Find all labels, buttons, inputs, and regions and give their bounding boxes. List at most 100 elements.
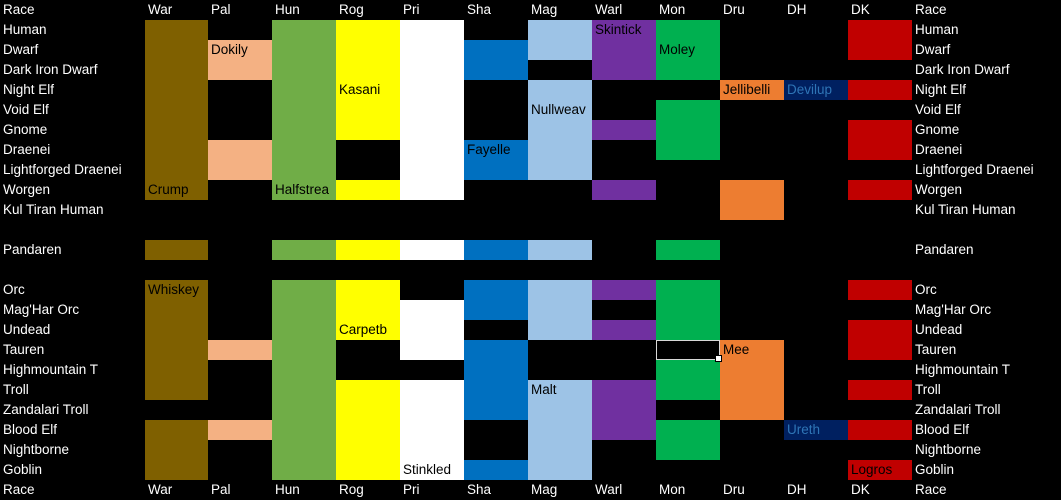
race-label-right[interactable]	[912, 220, 1061, 240]
race-label-right[interactable]: Nightborne	[915, 442, 982, 457]
race-label-left[interactable]: Zandalari Troll	[3, 402, 89, 417]
class-race-cell-war[interactable]	[145, 360, 208, 380]
class-race-cell-sha[interactable]	[464, 160, 528, 180]
class-race-cell-mag[interactable]	[528, 240, 592, 260]
class-race-cell-war[interactable]	[145, 300, 208, 320]
race-label-right[interactable]: Mag'Har Orc	[915, 302, 992, 317]
class-race-cell-mon[interactable]	[656, 420, 720, 440]
race-label-left[interactable]	[0, 260, 145, 280]
class-race-cell-warl[interactable]	[592, 20, 656, 40]
header-cell-top[interactable]: Pri	[403, 2, 420, 17]
race-label-right[interactable]: Undead	[915, 322, 963, 337]
race-label-left[interactable]: Undead	[3, 322, 51, 337]
class-race-cell-mag[interactable]	[528, 20, 592, 40]
class-race-cell-sha[interactable]	[464, 360, 528, 380]
class-race-cell-mag[interactable]	[528, 380, 592, 400]
race-label-right[interactable]: Pandaren	[915, 242, 974, 257]
class-race-cell-rog[interactable]	[336, 120, 400, 140]
class-race-cell-war[interactable]	[145, 140, 208, 160]
class-race-cell-pri[interactable]	[400, 300, 464, 320]
header-cell-bottom[interactable]: Pal	[211, 482, 231, 497]
class-race-cell-war[interactable]	[145, 380, 208, 400]
header-cell-top[interactable]: Rog	[339, 2, 364, 17]
race-label-right[interactable]: Worgen	[915, 182, 963, 197]
class-race-cell-mag[interactable]	[528, 40, 592, 60]
race-label-left[interactable]: Night Elf	[3, 82, 55, 97]
class-race-cell-mon[interactable]	[656, 320, 720, 340]
class-race-cell-pri[interactable]	[400, 240, 464, 260]
class-race-cell-dru[interactable]	[720, 380, 784, 400]
class-race-cell-war[interactable]	[145, 80, 208, 100]
class-race-cell-war[interactable]	[145, 60, 208, 80]
header-cell-top[interactable]: Mon	[659, 2, 686, 17]
header-cell-top[interactable]: Dru	[723, 2, 745, 17]
character-name[interactable]: Crump	[148, 182, 189, 197]
class-race-cell-dk[interactable]	[848, 420, 912, 440]
class-race-cell-rog[interactable]	[336, 40, 400, 60]
class-race-cell-mag[interactable]	[528, 80, 592, 100]
race-label-left[interactable]: Kul Tiran Human	[3, 202, 104, 217]
class-race-cell-pri[interactable]	[400, 140, 464, 160]
character-name[interactable]: Logros	[851, 462, 893, 477]
class-race-cell-war[interactable]	[145, 420, 208, 440]
class-race-cell-pri[interactable]	[400, 60, 464, 80]
header-cell-top[interactable]: Sha	[467, 2, 492, 17]
class-race-cell-dk[interactable]	[848, 80, 912, 100]
class-race-cell-mag[interactable]	[528, 300, 592, 320]
class-race-cell-pri[interactable]	[400, 420, 464, 440]
class-race-cell-pal[interactable]	[208, 60, 272, 80]
class-race-cell-dru[interactable]	[720, 200, 784, 220]
class-race-cell-rog[interactable]	[336, 180, 400, 200]
class-race-cell-mag[interactable]	[528, 120, 592, 140]
race-label-right[interactable]: Void Elf	[915, 102, 961, 117]
class-race-cell-sha[interactable]	[464, 400, 528, 420]
class-race-cell-pri[interactable]	[400, 180, 464, 200]
header-cell-top[interactable]: Race	[915, 2, 947, 17]
header-cell-top[interactable]: Pal	[211, 2, 231, 17]
class-race-cell-dk[interactable]	[848, 320, 912, 340]
header-cell-bottom[interactable]: Race	[915, 482, 947, 497]
class-race-cell-war[interactable]	[145, 160, 208, 180]
class-race-cell-pal[interactable]	[208, 140, 272, 160]
class-race-cell-dru[interactable]	[720, 80, 784, 100]
class-race-cell-warl[interactable]	[592, 120, 656, 140]
class-race-cell-rog[interactable]	[336, 240, 400, 260]
race-label-left[interactable]	[0, 220, 145, 240]
class-race-cell-hun[interactable]	[272, 80, 336, 100]
class-race-cell-dru[interactable]	[720, 340, 784, 360]
header-cell-bottom[interactable]: Hun	[275, 482, 300, 497]
race-label-left[interactable]: Goblin	[3, 462, 43, 477]
header-cell-bottom[interactable]: Mon	[659, 482, 686, 497]
race-label-left[interactable]: Orc	[3, 282, 25, 297]
class-race-cell-warl[interactable]	[592, 420, 656, 440]
class-race-cell-war[interactable]	[145, 40, 208, 60]
class-race-cell-hun[interactable]	[272, 400, 336, 420]
class-race-cell-pri[interactable]	[400, 400, 464, 420]
class-race-cell-mag[interactable]	[528, 160, 592, 180]
class-race-cell-dk[interactable]	[848, 20, 912, 40]
class-race-cell-sha[interactable]	[464, 60, 528, 80]
header-cell-top[interactable]: Race	[3, 2, 35, 17]
header-cell-bottom[interactable]: DH	[787, 482, 807, 497]
class-race-cell-pri[interactable]	[400, 120, 464, 140]
race-label-right[interactable]: Gnome	[915, 122, 960, 137]
class-race-cell-mon[interactable]	[656, 360, 720, 380]
class-race-cell-pri[interactable]	[400, 20, 464, 40]
class-race-cell-warl[interactable]	[592, 280, 656, 300]
class-race-cell-mag[interactable]	[528, 460, 592, 480]
class-race-cell-sha[interactable]	[464, 300, 528, 320]
race-label-right[interactable]: Night Elf	[915, 82, 967, 97]
class-race-cell-rog[interactable]	[336, 420, 400, 440]
class-race-cell-dk[interactable]	[848, 380, 912, 400]
character-name[interactable]: Halfstrea	[275, 182, 330, 197]
class-race-cell-hun[interactable]	[272, 180, 336, 200]
header-cell-top[interactable]: DH	[787, 2, 807, 17]
class-race-cell-hun[interactable]	[272, 340, 336, 360]
race-label-left[interactable]: Nightborne	[3, 442, 70, 457]
race-label-right[interactable]: Zandalari Troll	[915, 402, 1001, 417]
class-race-cell-mon[interactable]	[656, 100, 720, 120]
class-race-cell-rog[interactable]	[336, 60, 400, 80]
race-label-right[interactable]: Lightforged Draenei	[915, 162, 1034, 177]
class-race-cell-rog[interactable]	[336, 100, 400, 120]
header-cell-bottom[interactable]: Warl	[595, 482, 623, 497]
